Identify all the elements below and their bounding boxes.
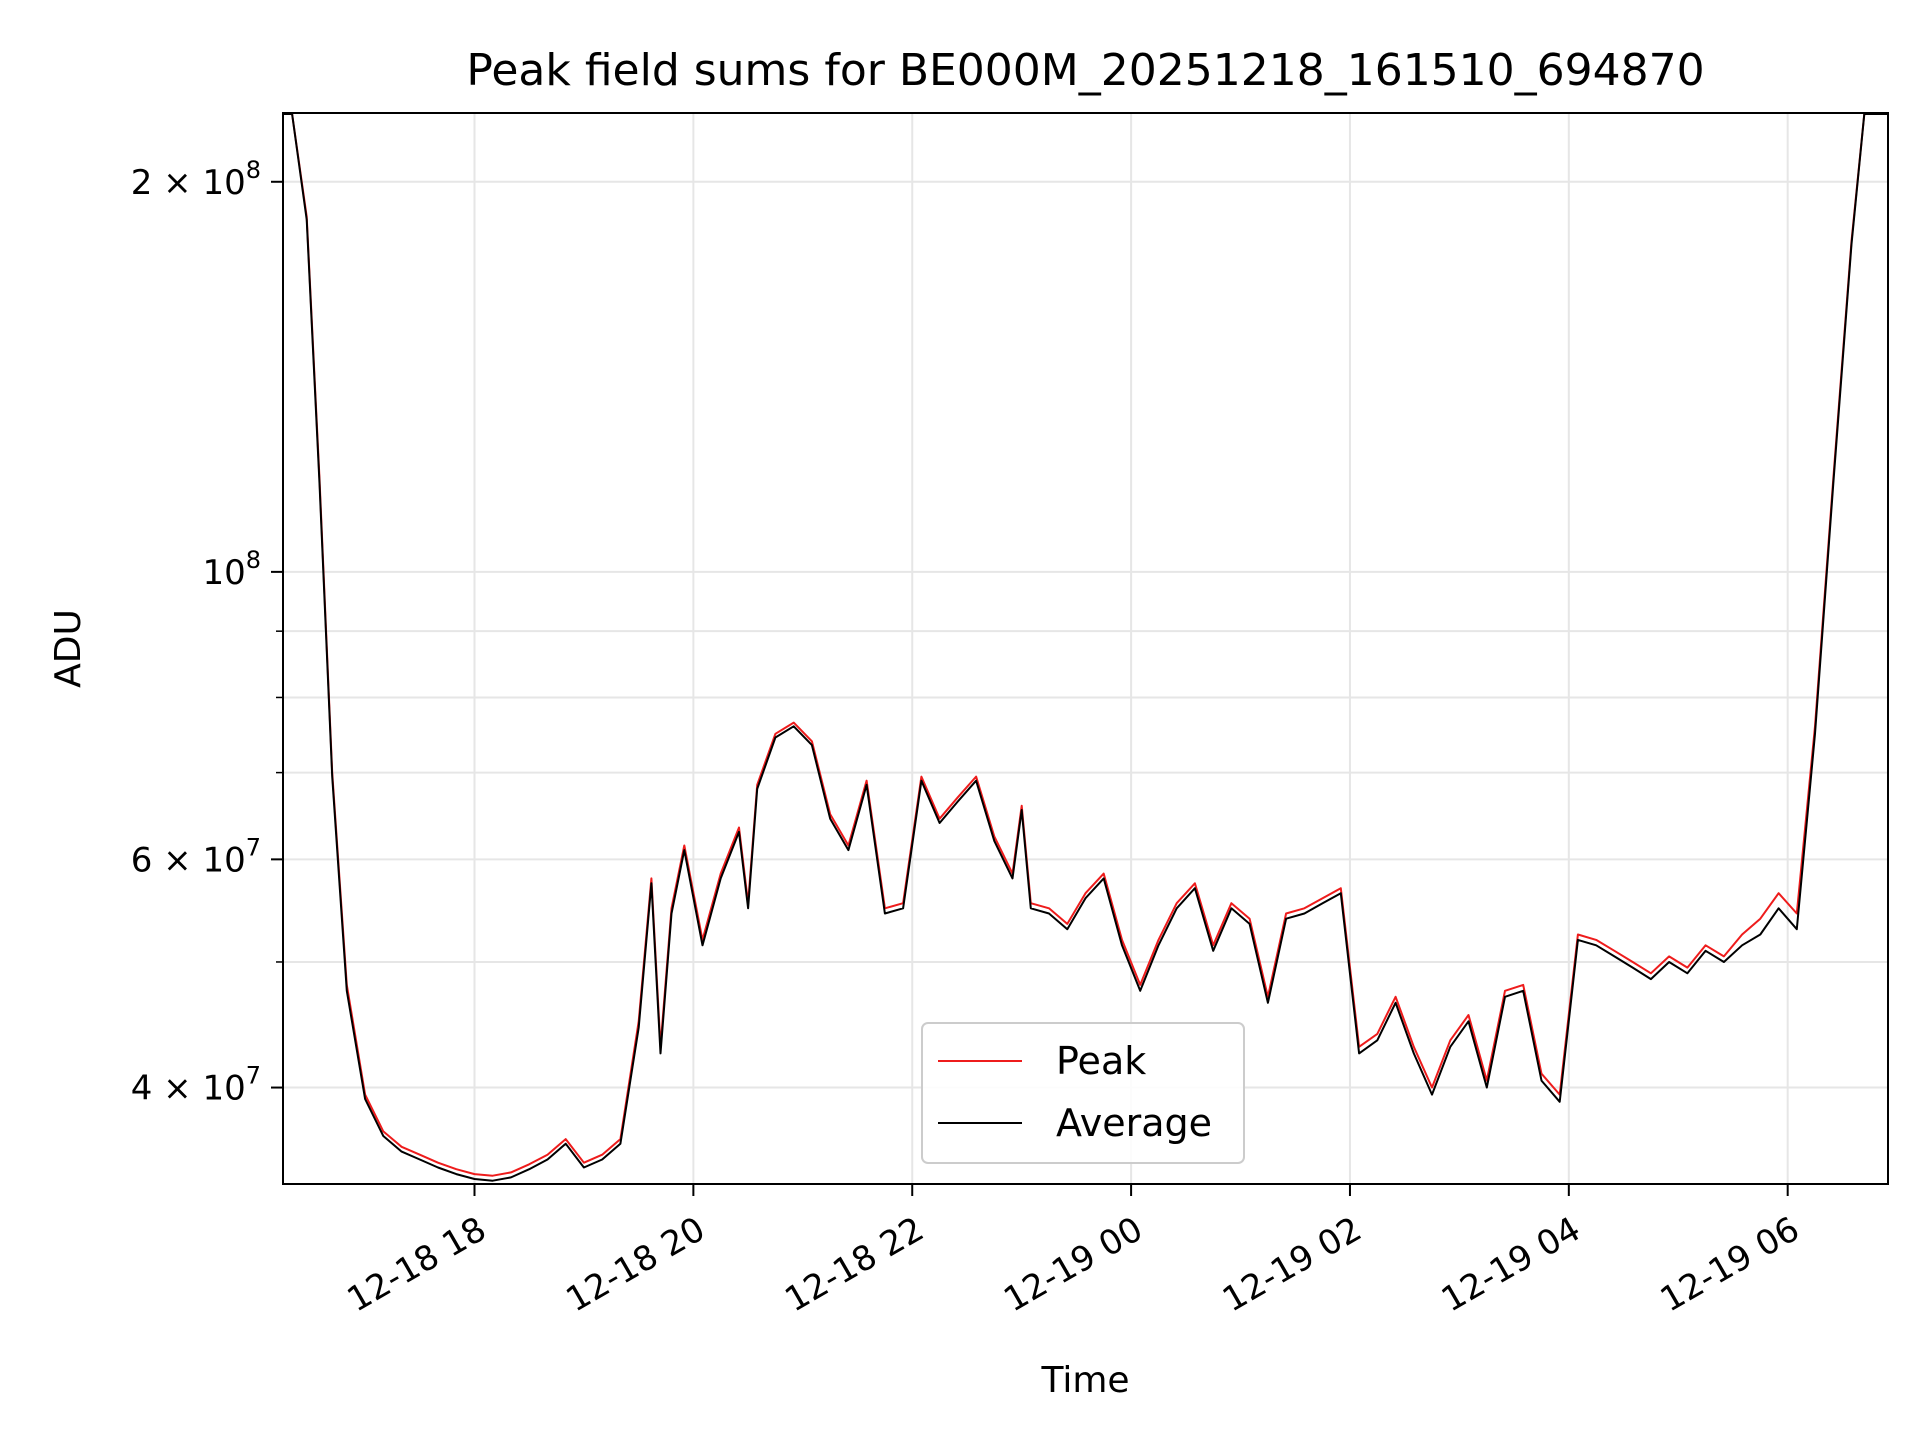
grid-layer bbox=[283, 113, 1888, 1184]
y-tick-label: 6 × 107 bbox=[131, 833, 261, 880]
y-tick-base: 2 × 10 bbox=[131, 163, 246, 203]
y-tick-base: 6 × 10 bbox=[131, 840, 246, 880]
y-tick-exponent: 8 bbox=[246, 156, 261, 184]
legend-box bbox=[921, 1022, 1245, 1164]
legend-label-average: Average bbox=[1056, 1101, 1212, 1145]
plot-frame bbox=[282, 112, 1889, 1185]
y-tick-exponent: 8 bbox=[246, 546, 261, 574]
series-layer bbox=[283, 113, 1888, 1182]
y-tick-exponent: 7 bbox=[246, 1062, 261, 1090]
y-tick-label: 4 × 107 bbox=[131, 1062, 261, 1109]
x-axis-label: Time bbox=[1040, 1360, 1129, 1401]
y-tick-exponent: 7 bbox=[246, 833, 261, 861]
y-tick-label: 108 bbox=[202, 546, 261, 593]
series-line-average bbox=[283, 113, 1888, 1182]
y-axis-label: ADU bbox=[48, 609, 89, 688]
y-tick-base: 10 bbox=[202, 553, 245, 593]
y-tick-label: 2 × 108 bbox=[131, 156, 261, 203]
chart-title: Peak field sums for BE000M_20251218_1615… bbox=[466, 45, 1704, 96]
y-tick-base: 4 × 10 bbox=[131, 1069, 246, 1109]
legend-label-peak: Peak bbox=[1056, 1039, 1146, 1083]
legend: Peak Average bbox=[921, 1022, 1245, 1164]
series-line-peak bbox=[283, 113, 1888, 1177]
